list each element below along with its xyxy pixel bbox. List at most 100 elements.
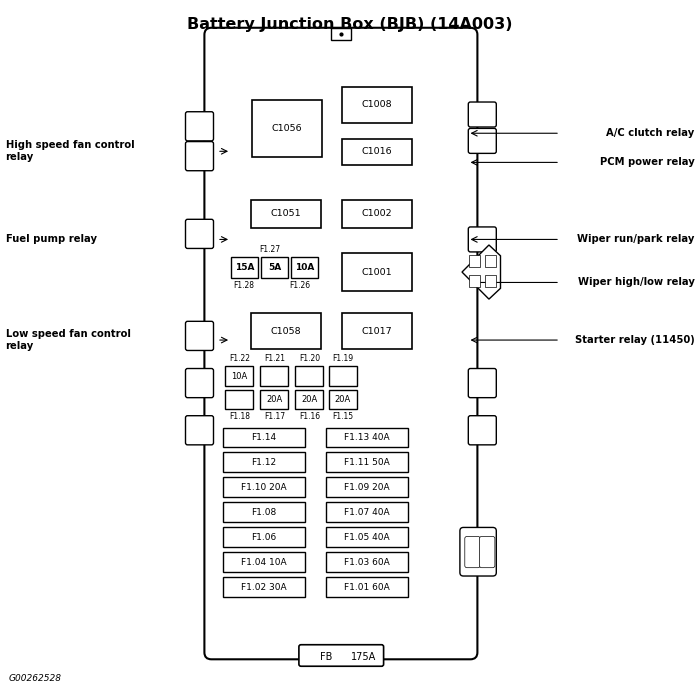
Text: 5A: 5A: [268, 263, 281, 271]
Text: 20A: 20A: [266, 396, 283, 404]
Text: F1.26: F1.26: [289, 281, 310, 290]
Text: Wiper high/low relay: Wiper high/low relay: [578, 278, 694, 287]
Bar: [342, 200, 412, 228]
FancyBboxPatch shape: [204, 28, 477, 659]
Text: F1.11 50A: F1.11 50A: [344, 458, 390, 466]
FancyBboxPatch shape: [480, 536, 495, 568]
Text: Fuel pump relay: Fuel pump relay: [6, 235, 97, 244]
Text: F1.09 20A: F1.09 20A: [344, 483, 390, 491]
Bar: [326, 577, 408, 597]
Text: F1.07 40A: F1.07 40A: [344, 508, 390, 516]
Bar: [326, 428, 408, 447]
Bar: [251, 200, 321, 228]
Bar: [261, 257, 288, 278]
FancyBboxPatch shape: [186, 219, 214, 248]
Text: F1.16: F1.16: [299, 412, 320, 421]
Bar: [326, 452, 408, 472]
Bar: [231, 257, 258, 278]
Text: Battery Junction Box (BJB) (14A003): Battery Junction Box (BJB) (14A003): [188, 17, 512, 32]
Bar: [485, 276, 496, 287]
Text: A/C clutch relay: A/C clutch relay: [606, 128, 694, 138]
Text: Starter relay (11450): Starter relay (11450): [575, 335, 694, 345]
Bar: [329, 390, 357, 409]
Text: FB: FB: [320, 652, 332, 661]
Bar: [469, 255, 480, 267]
Text: F1.22: F1.22: [229, 354, 250, 363]
Polygon shape: [462, 245, 500, 299]
Bar: [223, 577, 305, 597]
Text: 20A: 20A: [335, 396, 351, 404]
Text: C1008: C1008: [361, 101, 392, 109]
FancyBboxPatch shape: [465, 536, 480, 568]
Bar: [225, 366, 253, 386]
Text: Low speed fan control
relay: Low speed fan control relay: [6, 329, 130, 351]
Text: Wiper run/park relay: Wiper run/park relay: [577, 235, 694, 244]
Text: F1.14: F1.14: [251, 433, 276, 441]
FancyBboxPatch shape: [299, 645, 384, 666]
FancyBboxPatch shape: [468, 102, 496, 127]
Text: F1.28: F1.28: [233, 281, 254, 290]
Text: C1016: C1016: [361, 148, 392, 156]
FancyBboxPatch shape: [468, 227, 496, 252]
Bar: [223, 477, 305, 497]
Text: F1.15: F1.15: [332, 412, 354, 421]
Text: G00262528: G00262528: [8, 675, 62, 683]
Bar: [260, 366, 288, 386]
Text: PCM power relay: PCM power relay: [600, 158, 694, 167]
Bar: [251, 313, 321, 349]
Text: C1058: C1058: [270, 327, 301, 335]
Text: C1002: C1002: [361, 210, 392, 218]
Bar: [295, 390, 323, 409]
Text: F1.12: F1.12: [251, 458, 276, 466]
Bar: [223, 552, 305, 572]
Bar: [485, 255, 496, 267]
Bar: [342, 87, 412, 123]
FancyBboxPatch shape: [468, 416, 496, 445]
Bar: [342, 253, 412, 291]
Bar: [252, 100, 322, 157]
Bar: [469, 276, 480, 287]
Bar: [326, 527, 408, 547]
Text: 10A: 10A: [295, 263, 314, 271]
Text: F1.17: F1.17: [264, 412, 285, 421]
Bar: [225, 390, 253, 409]
Bar: [223, 428, 305, 447]
Text: F1.03 60A: F1.03 60A: [344, 558, 390, 566]
Bar: [291, 257, 318, 278]
Text: C1056: C1056: [272, 124, 302, 133]
Bar: [342, 139, 412, 165]
Text: 15A: 15A: [234, 263, 254, 271]
Text: F1.06: F1.06: [251, 533, 276, 541]
FancyBboxPatch shape: [468, 128, 496, 153]
Text: 10A: 10A: [231, 372, 248, 380]
Bar: [223, 527, 305, 547]
Bar: [326, 552, 408, 572]
Bar: [331, 28, 351, 40]
FancyBboxPatch shape: [186, 321, 214, 350]
Bar: [223, 452, 305, 472]
Text: 20A: 20A: [301, 396, 318, 404]
FancyBboxPatch shape: [460, 527, 496, 576]
Text: C1051: C1051: [270, 210, 301, 218]
FancyBboxPatch shape: [186, 369, 214, 398]
Text: F1.04 10A: F1.04 10A: [241, 558, 287, 566]
Bar: [326, 477, 408, 497]
Text: F1.13 40A: F1.13 40A: [344, 433, 390, 441]
Bar: [260, 390, 288, 409]
Text: F1.05 40A: F1.05 40A: [344, 533, 390, 541]
Bar: [326, 502, 408, 522]
Text: C1001: C1001: [361, 268, 392, 277]
Text: F1.02 30A: F1.02 30A: [241, 583, 287, 591]
Text: 175A: 175A: [351, 652, 377, 661]
FancyBboxPatch shape: [186, 416, 214, 445]
Bar: [295, 366, 323, 386]
FancyBboxPatch shape: [186, 112, 214, 141]
FancyBboxPatch shape: [468, 369, 496, 398]
FancyBboxPatch shape: [186, 142, 214, 171]
Text: F1.18: F1.18: [229, 412, 250, 421]
Text: C1017: C1017: [361, 327, 392, 335]
Bar: [329, 366, 357, 386]
Text: F1.08: F1.08: [251, 508, 276, 516]
Text: F1.10 20A: F1.10 20A: [241, 483, 287, 491]
Text: F1.20: F1.20: [299, 354, 320, 363]
